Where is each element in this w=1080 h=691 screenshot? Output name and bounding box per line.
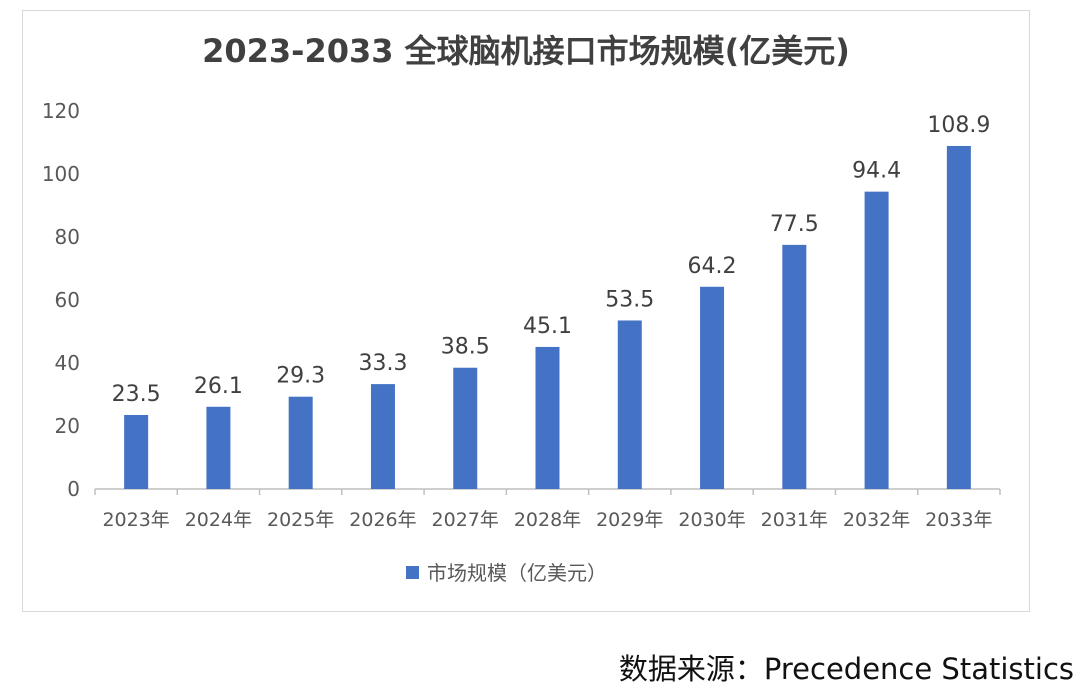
data-label: 26.1 (194, 374, 243, 399)
bar (370, 384, 395, 489)
data-label: 64.2 (688, 254, 737, 279)
legend: 市场规模（亿美元） (406, 561, 607, 585)
x-tick-label: 2032年 (843, 509, 910, 531)
bars (124, 145, 971, 489)
data-label: 77.5 (770, 212, 819, 237)
y-tick-label: 80 (55, 225, 80, 249)
legend-label: 市场规模（亿美元） (427, 561, 607, 585)
y-tick-label: 0 (67, 477, 80, 501)
bar (946, 145, 971, 489)
bar (864, 191, 889, 489)
x-tick-label: 2029年 (596, 509, 663, 531)
bar (453, 367, 478, 489)
chart-title: 2023-2033 全球脑机接口市场规模(亿美元) (202, 32, 850, 70)
bar (124, 414, 149, 489)
data-label: 45.1 (523, 314, 572, 339)
y-tick-label: 120 (42, 99, 80, 123)
data-label: 29.3 (276, 364, 325, 389)
data-label: 53.5 (605, 287, 654, 312)
x-tick-label: 2030年 (678, 509, 745, 531)
x-tick-label: 2026年 (349, 509, 416, 531)
data-label: 108.9 (927, 113, 990, 138)
bar (782, 244, 807, 489)
y-tick-label: 60 (55, 288, 80, 312)
data-label: 33.3 (358, 351, 407, 376)
x-tick-label: 2025年 (267, 509, 334, 531)
legend-swatch (406, 566, 419, 579)
x-tick-label: 2033年 (925, 509, 992, 531)
bar (206, 406, 231, 489)
y-tick-label: 100 (42, 162, 80, 186)
data-label: 38.5 (441, 335, 490, 360)
y-tick-label: 40 (55, 351, 80, 375)
y-tick-label: 20 (55, 414, 80, 438)
bar (535, 346, 560, 489)
x-tick-label: 2031年 (761, 509, 828, 531)
x-tick-label: 2024年 (185, 509, 252, 531)
x-axis: 2023年 2024年 2025年 2026年 2027年 2028年 2029年 2030年… (94, 488, 1001, 531)
bar (617, 320, 642, 489)
x-tick-label: 2028年 (514, 509, 581, 531)
bar (700, 286, 725, 489)
data-label: 23.5 (112, 382, 161, 407)
data-labels: 23.5 26.1 29.3 33.3 38.5 45.1 53.5 64.2 77.5 94.4… (112, 113, 991, 407)
x-tick-label: 2023年 (102, 509, 169, 531)
data-label: 94.4 (852, 159, 901, 184)
y-axis: 0 20 40 60 80 100 120 (42, 99, 80, 501)
bar (288, 396, 313, 489)
chart-frame (22, 10, 1030, 612)
source-note: 数据来源：Precedence Statistics (618, 652, 1074, 686)
x-tick-label: 2027年 (432, 509, 499, 531)
